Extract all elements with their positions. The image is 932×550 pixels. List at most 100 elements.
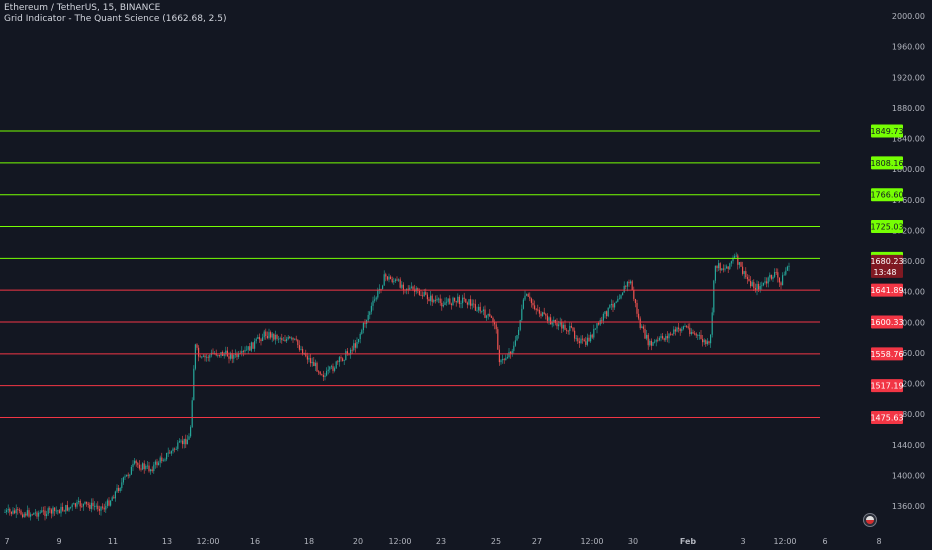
- candle-body: [36, 512, 38, 517]
- candle-body: [60, 506, 62, 514]
- candle-body: [294, 338, 296, 340]
- candle-body: [777, 272, 779, 278]
- candle-body: [300, 349, 302, 350]
- candle-body: [743, 271, 745, 274]
- candle-body: [257, 337, 259, 339]
- candle-body: [388, 276, 390, 280]
- candle-body: [362, 323, 364, 331]
- candle-body: [161, 457, 163, 462]
- candle-body: [399, 279, 401, 288]
- candle-body: [340, 357, 342, 359]
- candle-body: [770, 274, 772, 279]
- candle-body: [641, 326, 643, 329]
- candle-body: [385, 274, 387, 277]
- candle-body: [260, 339, 262, 342]
- candle-body: [615, 301, 617, 303]
- price-axis[interactable]: 1360.00 1400.00 1440.00 1480.00 1520.00 1560.…: [892, 12, 925, 511]
- candle-body: [722, 268, 724, 270]
- candle-body: [81, 506, 83, 508]
- indicator-title[interactable]: Grid Indicator - The Quant Science (1662…: [4, 14, 227, 24]
- candle-body: [121, 482, 123, 489]
- candle-body: [122, 477, 124, 483]
- candle-body: [406, 288, 408, 290]
- candle-body: [44, 510, 46, 517]
- candle-body: [169, 452, 171, 454]
- brand-logo-icon[interactable]: [863, 513, 877, 527]
- candle-body: [346, 351, 348, 354]
- candle-body: [444, 302, 446, 306]
- candle-body: [412, 286, 414, 290]
- candle-body: [66, 505, 68, 511]
- candle-body: [702, 338, 704, 343]
- candle-body: [529, 296, 531, 299]
- candle-body: [500, 360, 502, 363]
- candle-body: [372, 300, 374, 306]
- candle-body: [135, 460, 137, 464]
- candle-body: [110, 500, 112, 506]
- candle-body: [746, 277, 748, 280]
- candle-body: [431, 295, 433, 303]
- candle-body: [548, 317, 550, 321]
- candle-body: [138, 464, 140, 469]
- candle-body: [514, 340, 516, 346]
- candle-body: [164, 459, 166, 461]
- candle-body: [230, 353, 232, 359]
- candle-body: [785, 270, 787, 275]
- candle-body: [511, 350, 513, 355]
- candle-body: [57, 510, 59, 512]
- candle-body: [486, 315, 488, 318]
- candle-body: [516, 335, 518, 341]
- candle-body: [609, 305, 611, 308]
- candle-body: [252, 342, 254, 349]
- candle-body: [244, 350, 246, 352]
- candle-body: [370, 305, 372, 312]
- candle-body: [92, 502, 94, 507]
- time-axis[interactable]: 7 9 11 13 12:00 16 18 20 12:00 23 25 27 12:00 30 Feb 3 1…: [4, 537, 881, 546]
- candle-body: [423, 292, 425, 297]
- candle-body: [494, 322, 496, 325]
- candle-body: [308, 358, 310, 360]
- candle-body: [378, 288, 380, 291]
- candle-body: [391, 279, 393, 283]
- candle-body: [546, 315, 548, 321]
- candle-body: [145, 465, 147, 469]
- candle-body: [686, 326, 688, 328]
- candle-body: [326, 370, 328, 376]
- candle-body: [95, 505, 97, 507]
- candle-body: [575, 338, 577, 340]
- candle-body: [217, 355, 219, 356]
- candle-body: [345, 351, 347, 361]
- candle-body: [310, 358, 312, 364]
- candle-body: [649, 340, 651, 346]
- candle-body: [302, 349, 304, 355]
- candle-body: [206, 356, 208, 358]
- candle-body: [342, 358, 344, 361]
- candle-body: [713, 280, 715, 313]
- x-tick-label: 3: [740, 537, 745, 546]
- candle-body: [266, 336, 268, 339]
- symbol-title[interactable]: Ethereum / TetherUS, 15, BINANCE: [4, 3, 161, 13]
- candle-body: [28, 510, 30, 517]
- candle-body: [538, 309, 540, 314]
- candle-body: [78, 500, 80, 503]
- candle-body: [729, 263, 731, 269]
- candle-body: [103, 507, 105, 510]
- candle-body: [286, 339, 288, 342]
- candle-body: [764, 281, 766, 283]
- candle-body: [191, 400, 193, 428]
- candle-body: [572, 327, 574, 331]
- candle-body: [338, 357, 340, 362]
- candle-body: [190, 427, 192, 437]
- x-tick-label: 11: [108, 537, 118, 546]
- candle-body: [284, 339, 286, 342]
- candle-body: [55, 510, 57, 512]
- candle-body: [769, 274, 771, 278]
- candle-body: [519, 320, 521, 330]
- candle-body: [322, 374, 324, 377]
- candle-body: [394, 279, 396, 282]
- candle-body: [150, 469, 152, 472]
- x-tick-label: 7: [4, 537, 9, 546]
- x-tick-label: 9: [56, 537, 61, 546]
- candle-body: [782, 275, 784, 286]
